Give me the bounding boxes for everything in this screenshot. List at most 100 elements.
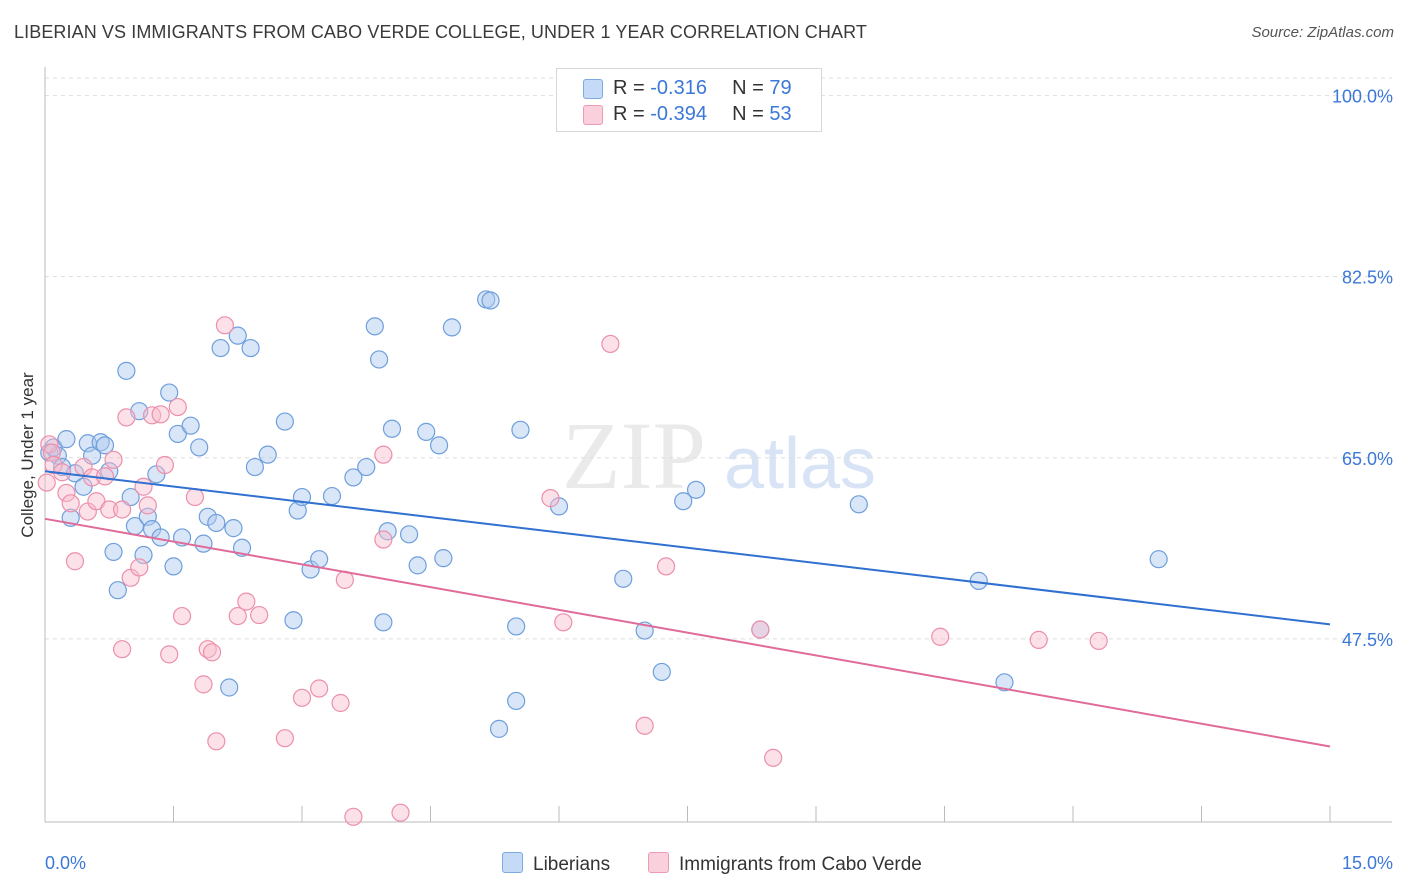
data-point <box>408 556 427 575</box>
y-axis-label: College, Under 1 year <box>18 372 37 538</box>
data-point <box>121 487 140 507</box>
data-point <box>112 500 132 519</box>
data-point <box>220 678 239 697</box>
data-point <box>190 438 209 457</box>
data-point <box>168 424 187 444</box>
trendlines <box>44 470 1331 748</box>
y-tick-label: 100.0% <box>1332 87 1393 107</box>
y-tick-label: 82.5% <box>1342 268 1393 288</box>
data-point <box>211 338 230 358</box>
data-point <box>310 550 329 569</box>
data-point <box>554 613 573 632</box>
x-tick-label: 0.0% <box>45 853 86 873</box>
data-point <box>374 530 393 549</box>
y-tick-label: 47.5% <box>1342 630 1393 650</box>
bottom-legend-swatch-pink <box>648 852 669 873</box>
correlation-legend: R = -0.316 N = 79 R = -0.394 N = 53 <box>556 68 822 132</box>
data-point <box>87 492 106 511</box>
bottom-legend-cabo-verde: Immigrants from Cabo Verde <box>648 852 922 876</box>
data-point <box>322 486 342 506</box>
data-point <box>849 495 868 514</box>
data-point <box>399 525 419 544</box>
data-point <box>108 581 127 600</box>
data-point <box>164 557 183 576</box>
legend-swatch-pink <box>583 105 603 125</box>
data-point <box>168 397 187 417</box>
data-point <box>995 673 1014 692</box>
data-point <box>635 716 654 735</box>
data-point <box>489 719 509 738</box>
source-label: Source: ZipAtlas.com <box>1251 24 1394 41</box>
data-point <box>1029 630 1048 649</box>
axes <box>44 67 1392 823</box>
data-point <box>764 748 783 767</box>
legend-n-label: N = <box>732 103 770 125</box>
data-point <box>310 679 329 698</box>
data-point <box>245 457 264 477</box>
data-point <box>391 803 410 822</box>
data-point <box>481 291 500 310</box>
legend-r-label: R = <box>613 77 651 99</box>
bottom-legend-swatch-blue <box>502 852 523 873</box>
data-point <box>155 455 175 475</box>
data-point <box>601 334 620 354</box>
data-point <box>686 480 706 499</box>
data-point <box>57 483 76 503</box>
chart-title: LIBERIAN VS IMMIGRANTS FROM CABO VERDE C… <box>14 22 867 42</box>
data-point <box>104 542 123 562</box>
data-point <box>134 477 153 496</box>
data-point <box>434 549 453 568</box>
x-tick-label: 15.0% <box>1342 853 1393 873</box>
data-point <box>674 492 693 511</box>
legend-r-label: R = <box>613 103 651 125</box>
data-point <box>331 693 350 713</box>
data-point <box>1089 631 1108 651</box>
data-point <box>417 422 436 441</box>
data-point <box>751 620 770 639</box>
y-tick-label: 65.0% <box>1342 449 1393 469</box>
data-point <box>292 688 312 707</box>
data-point <box>228 606 247 626</box>
legend-r-value: -0.394 <box>650 103 707 125</box>
data-point <box>370 350 389 369</box>
data-point <box>160 383 179 402</box>
data-point <box>241 338 260 358</box>
bottom-legend-label: Liberians <box>533 854 611 875</box>
data-point <box>378 522 397 541</box>
bottom-legend-label: Immigrants from Cabo Verde <box>679 854 922 875</box>
tick-labels: 100.0% 82.5% 65.0% 47.5% 0.0% 15.0% <box>45 87 1393 873</box>
data-point <box>237 592 256 611</box>
legend-n-value: 79 <box>769 77 792 99</box>
data-point <box>207 513 226 533</box>
data-point <box>365 317 384 336</box>
data-point <box>284 611 303 630</box>
data-point <box>374 613 393 632</box>
data-point <box>344 807 363 826</box>
data-point <box>202 643 222 662</box>
data-point <box>130 558 149 577</box>
data-point <box>57 430 76 449</box>
data-point <box>95 467 115 486</box>
trend-line <box>44 517 1331 748</box>
data-point <box>194 675 213 694</box>
data-point <box>151 405 170 424</box>
data-point <box>656 557 676 576</box>
data-point <box>374 445 393 464</box>
data-point <box>194 534 213 553</box>
data-point <box>104 450 123 469</box>
bottom-legend-liberians: Liberians <box>502 852 610 876</box>
data-point <box>37 473 56 492</box>
legend-n-label: N = <box>732 77 770 99</box>
data-point <box>429 436 449 455</box>
data-point <box>117 361 136 380</box>
data-point <box>507 617 526 636</box>
data-point <box>344 468 363 487</box>
legend-n-value: 53 <box>769 103 792 125</box>
data-point <box>931 627 950 646</box>
series-cabo-verde <box>37 316 1108 826</box>
data-point <box>160 645 179 664</box>
data-point <box>138 496 157 515</box>
data-point <box>185 487 205 507</box>
data-point <box>207 732 226 751</box>
watermark-atlas: atlas <box>724 424 876 504</box>
